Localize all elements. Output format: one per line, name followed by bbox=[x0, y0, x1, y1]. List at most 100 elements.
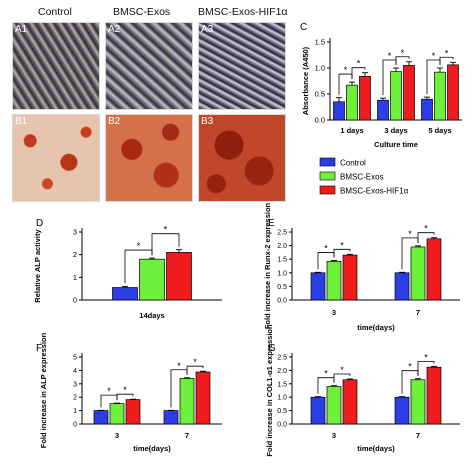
y-tick-label: 1.0 bbox=[277, 270, 287, 277]
legend-swatch bbox=[319, 185, 336, 195]
x-tick-label: 7 bbox=[416, 431, 420, 440]
chart-d: D 0 1 2 3 Relative ALP activity * * 14days bbox=[33, 218, 222, 320]
bar-control bbox=[112, 287, 138, 301]
bar-control bbox=[421, 98, 433, 121]
bar-bmsc-exos bbox=[109, 403, 125, 425]
micrograph-b2: B2 bbox=[105, 114, 193, 202]
significance-bracket bbox=[417, 232, 435, 243]
micrograph-b3: B3 bbox=[198, 114, 286, 202]
y-tick-label: 3 bbox=[73, 228, 77, 237]
x-axis-label: time(days) bbox=[133, 444, 171, 453]
y-tick-label: 1.0 bbox=[315, 64, 325, 73]
micrograph-a3: A3 bbox=[198, 22, 286, 110]
significance-star: * bbox=[432, 51, 436, 61]
x-axis-label: time(days) bbox=[357, 323, 395, 332]
y-tick-label: 0.0 bbox=[277, 298, 287, 305]
significance-star: * bbox=[445, 48, 449, 58]
micrograph-a2: A2 bbox=[105, 22, 193, 110]
panel-letter: F bbox=[36, 343, 42, 354]
column-title-control: Control bbox=[38, 6, 72, 18]
significance-bracket bbox=[395, 56, 410, 65]
y-tick-label: 2.0 bbox=[277, 368, 287, 375]
bar-bmsc-exos-hif1- bbox=[342, 379, 358, 425]
x-axis-label: time(days) bbox=[357, 444, 395, 453]
y-tick-label: 3 bbox=[73, 381, 77, 388]
legend-label: BMSC-Exos bbox=[340, 173, 384, 182]
bar-bmsc-exos bbox=[139, 258, 165, 301]
x-tick-label: 3 days bbox=[384, 126, 407, 135]
y-tick-label: 0.5 bbox=[277, 408, 287, 415]
panel-label-a1: A1 bbox=[15, 24, 28, 35]
significance-bracket bbox=[417, 360, 435, 376]
panel-letter: D bbox=[36, 218, 43, 229]
chart-f: F 0 1 2 3 4 5 Fold increase in ALP expression * *… bbox=[36, 332, 222, 453]
column-title-bmsc-exos-hif1a: BMSC-Exos-HIF1α bbox=[198, 6, 288, 18]
significance-star: * bbox=[177, 361, 181, 371]
significance-star: * bbox=[164, 225, 168, 235]
significance-star: * bbox=[340, 365, 344, 375]
y-axis-label: Fold increase in ALP expression bbox=[39, 332, 48, 448]
significance-star: * bbox=[388, 51, 392, 61]
bar-bmsc-exos-hif1- bbox=[195, 371, 211, 425]
legend-label: BMSC-Exos-HIF1α bbox=[340, 187, 409, 196]
significance-star: * bbox=[424, 224, 428, 234]
y-tick-label: 2.5 bbox=[277, 355, 287, 362]
bar-control bbox=[310, 396, 326, 425]
significance-star: * bbox=[107, 386, 111, 396]
significance-star: * bbox=[408, 229, 412, 239]
significance-star: * bbox=[324, 369, 328, 379]
y-axis-label: Absorbance (A450) bbox=[301, 46, 310, 115]
significance-bracket bbox=[351, 67, 366, 80]
bar-control bbox=[333, 101, 345, 121]
panel-label-b1: B1 bbox=[15, 116, 28, 127]
significance-star: * bbox=[401, 48, 405, 58]
bar-bmsc-exos-hif1- bbox=[447, 64, 459, 121]
bar-bmsc-exos bbox=[326, 261, 342, 301]
bar-bmsc-exos bbox=[179, 378, 195, 425]
panel-label-b3: B3 bbox=[201, 116, 214, 127]
panel-letter: C bbox=[300, 22, 307, 33]
y-tick-label: 5 bbox=[73, 355, 77, 362]
y-tick-label: 2.0 bbox=[277, 243, 287, 250]
chart-c: C 0.0 0.5 1.0 1.5 Absorbance (A450) * * 1 days * *… bbox=[300, 22, 462, 149]
y-tick-label: 0 bbox=[73, 296, 77, 305]
y-tick-label: 0.5 bbox=[315, 90, 325, 99]
bar-bmsc-exos-hif1- bbox=[426, 366, 442, 425]
y-tick-label: 0.0 bbox=[277, 422, 287, 429]
bar-control bbox=[310, 272, 326, 301]
x-tick-label: 7 bbox=[416, 308, 420, 317]
bar-bmsc-exos-hif1- bbox=[166, 252, 192, 301]
legend-swatch bbox=[319, 171, 336, 181]
legend-swatch bbox=[319, 157, 336, 167]
x-tick-label: 1 days bbox=[340, 126, 363, 135]
significance-star: * bbox=[340, 240, 344, 250]
bar-bmsc-exos bbox=[326, 386, 342, 425]
bar-control bbox=[163, 410, 179, 425]
significance-star: * bbox=[408, 362, 412, 372]
significance-star: * bbox=[123, 385, 127, 395]
x-tick-label: 3 bbox=[332, 308, 336, 317]
x-tick-label: 5 days bbox=[428, 126, 451, 135]
significance-star: * bbox=[137, 241, 141, 251]
significance-star: * bbox=[324, 244, 328, 254]
y-axis-label: Fold increase in Runx-2 expression bbox=[263, 202, 272, 329]
y-tick-label: 1 bbox=[73, 408, 77, 415]
y-tick-label: 1.5 bbox=[277, 257, 287, 264]
legend-label: Control bbox=[340, 159, 366, 168]
y-tick-label: 2 bbox=[73, 250, 77, 259]
bar-control bbox=[394, 272, 410, 301]
y-tick-label: 2 bbox=[73, 395, 77, 402]
panel-label-b2: B2 bbox=[108, 116, 121, 127]
bar-bmsc-exos bbox=[434, 71, 446, 121]
x-tick-label: 3 bbox=[115, 431, 119, 440]
y-tick-label: 1.5 bbox=[277, 381, 287, 388]
y-tick-label: 1.5 bbox=[315, 38, 325, 47]
bar-bmsc-exos bbox=[346, 84, 358, 121]
column-title-bmsc-exos: BMSC-Exos bbox=[113, 6, 171, 18]
significance-bracket bbox=[333, 373, 351, 383]
panel-letter: E bbox=[268, 218, 275, 229]
chart-e: E 0.0 0.5 1.0 1.5 2.0 2.5 Fold increase in Runx… bbox=[263, 202, 460, 332]
